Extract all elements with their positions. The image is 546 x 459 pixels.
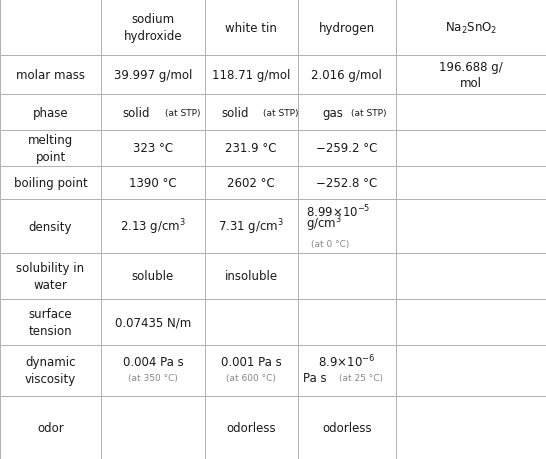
Text: −252.8 °C: −252.8 °C [316,176,377,190]
Text: molar mass: molar mass [16,69,85,82]
Text: (at 600 °C): (at 600 °C) [226,374,276,382]
Text: −259.2 °C: −259.2 °C [316,142,377,155]
Text: phase: phase [33,106,68,119]
Text: hydrogen: hydrogen [319,22,375,34]
Text: 323 °C: 323 °C [133,142,173,155]
Text: solid: solid [221,106,248,119]
Text: 39.997 g/mol: 39.997 g/mol [114,69,192,82]
Text: white tin: white tin [225,22,277,34]
Text: 0.07435 N/m: 0.07435 N/m [115,316,191,329]
Text: Pa s: Pa s [303,371,327,385]
Text: (at 0 °C): (at 0 °C) [311,240,349,249]
Text: 231.9 °C: 231.9 °C [225,142,277,155]
Text: melting
point: melting point [28,134,73,163]
Text: (at 25 °C): (at 25 °C) [339,374,383,382]
Text: Na$_2$SnO$_2$: Na$_2$SnO$_2$ [445,21,497,35]
Text: 118.71 g/mol: 118.71 g/mol [212,69,290,82]
Text: 8.99×10$^{-5}$: 8.99×10$^{-5}$ [306,203,370,220]
Text: sodium
hydroxide: sodium hydroxide [123,13,182,43]
Text: 1390 °C: 1390 °C [129,176,177,190]
Text: density: density [29,220,72,233]
Text: 0.001 Pa s: 0.001 Pa s [221,355,282,368]
Text: solid: solid [123,106,150,119]
Text: g/cm$^3$: g/cm$^3$ [306,214,342,234]
Text: soluble: soluble [132,270,174,283]
Text: 8.9×10$^{-6}$: 8.9×10$^{-6}$ [318,353,375,369]
Text: solubility in
water: solubility in water [16,262,85,291]
Text: (at STP): (at STP) [351,108,387,118]
Text: 2602 °C: 2602 °C [227,176,275,190]
Text: odorless: odorless [227,421,276,434]
Text: 0.004 Pa s: 0.004 Pa s [122,355,183,368]
Text: odorless: odorless [322,421,371,434]
Text: odor: odor [37,421,64,434]
Text: 2.016 g/mol: 2.016 g/mol [311,69,382,82]
Text: 2.13 g/cm$^3$: 2.13 g/cm$^3$ [120,217,186,236]
Text: (at STP): (at STP) [263,108,299,118]
Text: gas: gas [323,106,343,119]
Text: (at STP): (at STP) [165,108,201,118]
Text: surface
tension: surface tension [29,308,72,337]
Text: boiling point: boiling point [14,176,87,190]
Text: 196.688 g/
mol: 196.688 g/ mol [439,61,503,90]
Text: 7.31 g/cm$^3$: 7.31 g/cm$^3$ [218,217,284,236]
Text: insoluble: insoluble [224,270,278,283]
Text: dynamic
viscosity: dynamic viscosity [25,356,76,385]
Text: (at 350 °C): (at 350 °C) [128,374,178,382]
